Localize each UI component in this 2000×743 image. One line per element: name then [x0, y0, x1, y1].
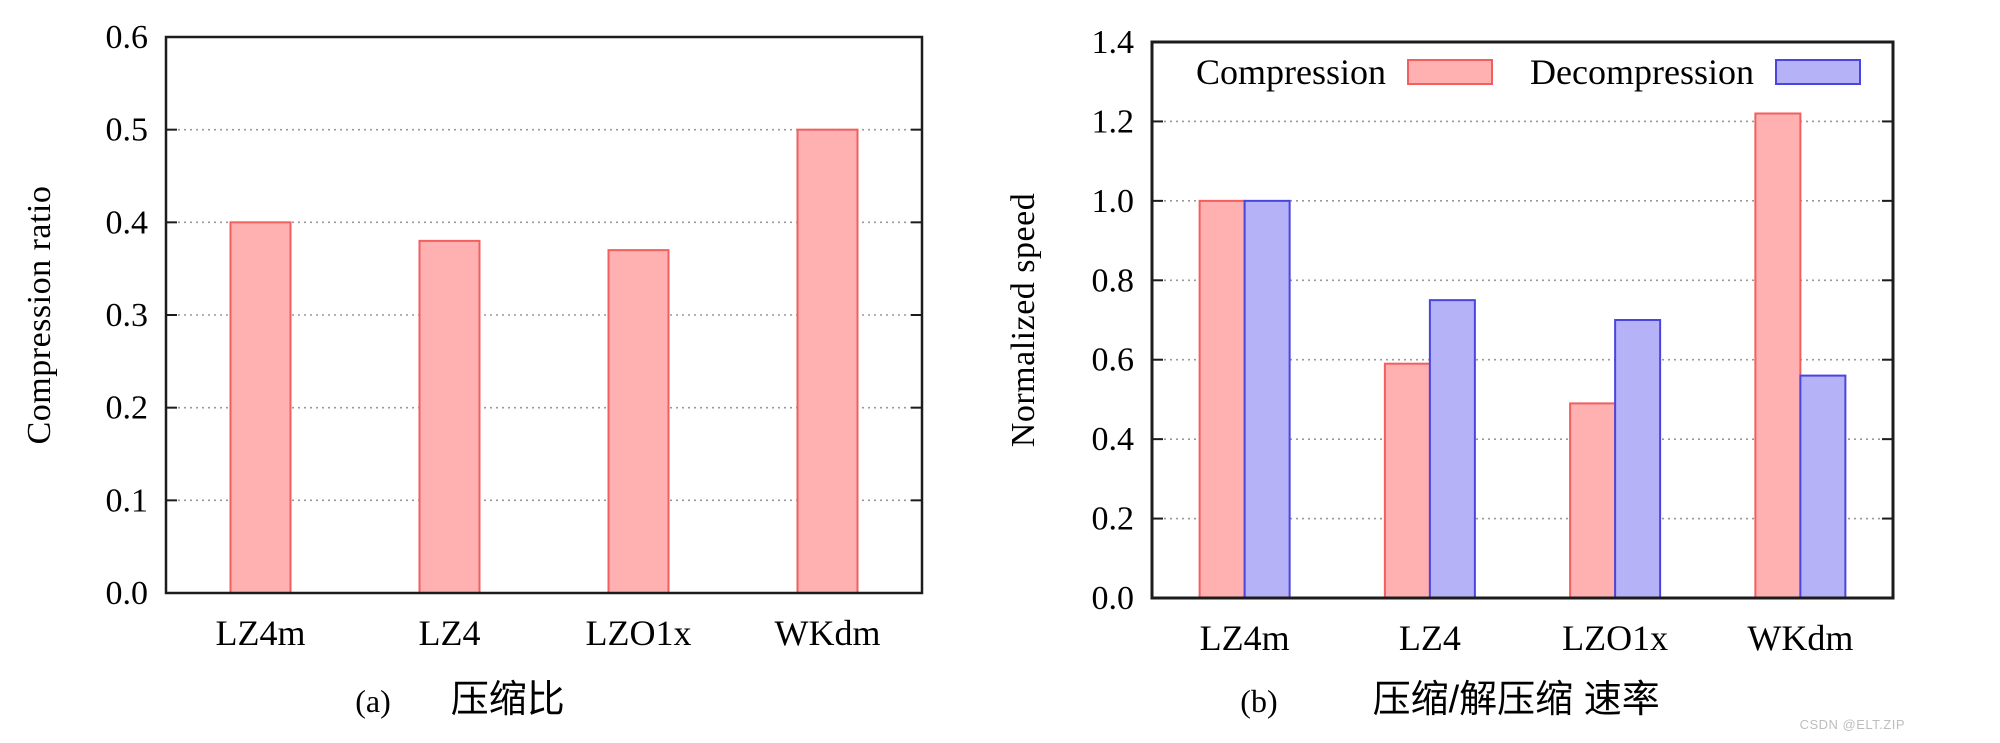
- plot-frame: [164, 35, 924, 595]
- y-tick-label: 0.4: [1092, 421, 1135, 458]
- x-category-label: WKdm: [775, 613, 881, 653]
- y-tick-label: 0.2: [1092, 501, 1135, 538]
- y-tick-label: 0.4: [106, 204, 149, 241]
- y-tick-label: 0.0: [106, 575, 149, 612]
- legend: Compression Decompression: [1196, 50, 1861, 94]
- bar-lz4-decompression: [1428, 299, 1476, 599]
- y-tick-label: 1.2: [1092, 103, 1135, 140]
- caption-b-text: 压缩/解压缩 速率: [1372, 679, 1660, 721]
- legend-swatch-compression: [1407, 59, 1494, 85]
- y-tick-label: 0.2: [106, 390, 149, 427]
- y-tick-label: 1.4: [1092, 24, 1135, 61]
- bar-lz4: [418, 239, 481, 594]
- x-category-label: WKdm: [1747, 618, 1853, 658]
- x-category-label: LZO1x: [586, 613, 692, 653]
- bar-lzo1x: [607, 249, 670, 594]
- bar-lzo1x-decompression: [1614, 319, 1662, 599]
- x-category-label: LZ4m: [216, 613, 306, 653]
- y-tick-label: 0.3: [106, 297, 149, 334]
- y-tick-label: 0.6: [106, 19, 149, 56]
- x-category-label: LZ4: [1399, 618, 1461, 658]
- y-tick-label: 0.8: [1092, 262, 1135, 299]
- caption-b: (b) 压缩/解压缩 速率: [1070, 678, 1830, 723]
- x-category-label: LZO1x: [1562, 618, 1668, 658]
- caption-b-index: (b): [1240, 683, 1278, 719]
- bar-wkdm-compression: [1754, 112, 1802, 599]
- plot-frame: [1150, 40, 1895, 600]
- bar-lz4m-decompression: [1243, 199, 1291, 599]
- bar-lz4m: [229, 221, 292, 594]
- x-category-label: LZ4: [419, 613, 481, 653]
- bar-lzo1x-compression: [1569, 402, 1617, 599]
- y-tick-label: 0.6: [1092, 342, 1135, 379]
- legend-label-decompression: Decompression: [1530, 52, 1754, 92]
- y-axis-title-compression-ratio: Compression ratio: [21, 185, 58, 445]
- bar-lz4-compression: [1383, 362, 1431, 599]
- legend-label-compression: Compression: [1196, 52, 1387, 92]
- caption-a: (a) 压缩比: [80, 678, 840, 723]
- y-tick-label: 0.5: [106, 112, 149, 149]
- bar-lz4m-compression: [1198, 199, 1246, 599]
- y-tick-label: 0.0: [1092, 580, 1135, 617]
- y-tick-label: 0.1: [106, 482, 149, 519]
- caption-a-index: (a): [355, 683, 391, 719]
- x-category-label: LZ4m: [1200, 618, 1290, 658]
- y-axis-title-normalized-speed: Normalized speed: [1005, 192, 1042, 448]
- legend-swatch-decompression: [1774, 59, 1861, 85]
- watermark: CSDN @ELT.ZIP: [1799, 717, 1905, 732]
- caption-a-text: 压缩比: [450, 679, 565, 721]
- bar-wkdm: [796, 128, 859, 595]
- y-tick-label: 1.0: [1092, 183, 1135, 220]
- bar-wkdm-decompression: [1799, 374, 1847, 599]
